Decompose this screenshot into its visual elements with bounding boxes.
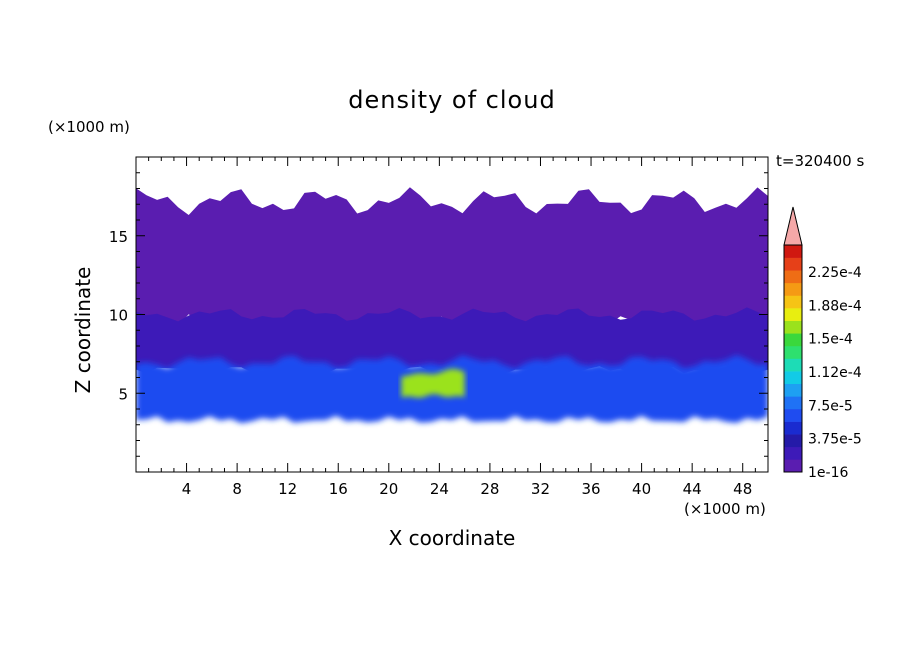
x-tick-label: 48 (733, 480, 752, 498)
density-field (136, 187, 768, 424)
x-tick-label: 12 (278, 480, 297, 498)
colorbar-segment (784, 257, 802, 271)
colorbar-segment (784, 371, 802, 385)
colorbar-frame (783, 244, 803, 473)
colorbar-segment (784, 421, 802, 435)
y-axis-label-wrap: Z coordinate (58, 210, 108, 450)
colorbar-label: 2.25e-4 (808, 265, 862, 281)
colorbar-label: 1.88e-4 (808, 298, 862, 314)
chart-title: density of cloud (348, 86, 556, 114)
colorbar-segment (784, 308, 802, 321)
colorbar-segment (784, 345, 802, 359)
cloud-layer-4 (401, 368, 465, 398)
colorbar-segment (784, 459, 802, 473)
colorbar-segment (784, 358, 802, 372)
x-tick-label: 32 (531, 480, 550, 498)
y-axis-ticks: 5 10 15 (109, 172, 768, 457)
colorbar-label: 7.5e-5 (808, 398, 853, 414)
colorbar-segment (784, 245, 802, 258)
colorbar-segment (784, 282, 802, 296)
colorbar-segment (784, 295, 802, 309)
colorbar-segment (784, 408, 802, 422)
y-axis-unit: (×1000 m) (48, 118, 130, 136)
x-tick-label: 40 (632, 480, 651, 498)
x-tick-label: 8 (232, 480, 242, 498)
x-axis-label: X coordinate (388, 526, 516, 550)
colorbar-label: 3.75e-5 (808, 432, 862, 448)
colorbar-overflow-arrow (783, 206, 803, 246)
colorbar-label: 1.12e-4 (808, 365, 862, 381)
x-tick-label: 4 (182, 480, 192, 498)
x-tick-label: 16 (329, 480, 348, 498)
colorbar-label: 1e-16 (808, 465, 848, 481)
x-tick-label: 24 (430, 480, 449, 498)
y-axis-label: Z coordinate (71, 266, 95, 394)
y-tick-label: 15 (109, 228, 128, 246)
colorbar-label: 1.5e-4 (808, 332, 853, 348)
colorbar-segment (784, 396, 802, 410)
y-tick-label: 5 (118, 385, 128, 403)
colorbar-segment (784, 383, 802, 397)
y-tick-label: 10 (109, 307, 128, 325)
colorbar: 1e-16 3.75e-5 7.5e-5 1.12e-4 1.5e-4 1.88e-4 2.… (783, 206, 862, 481)
colorbar-segment (784, 333, 802, 347)
x-axis-ticks: 4 8 12 16 20 24 28 32 36 40 44 48 (148, 157, 756, 498)
colorbar-segment (784, 446, 802, 460)
colorbar-segment (784, 320, 802, 334)
time-annotation: t=320400 s (776, 152, 865, 170)
x-tick-label: 36 (581, 480, 600, 498)
x-axis-unit: (×1000 m) (684, 500, 766, 518)
colorbar-segment (784, 434, 802, 448)
cloud-layer-1 (136, 187, 768, 331)
colorbar-segment (784, 270, 802, 284)
x-tick-label: 28 (480, 480, 499, 498)
x-tick-label: 20 (379, 480, 398, 498)
x-tick-label: 44 (683, 480, 702, 498)
